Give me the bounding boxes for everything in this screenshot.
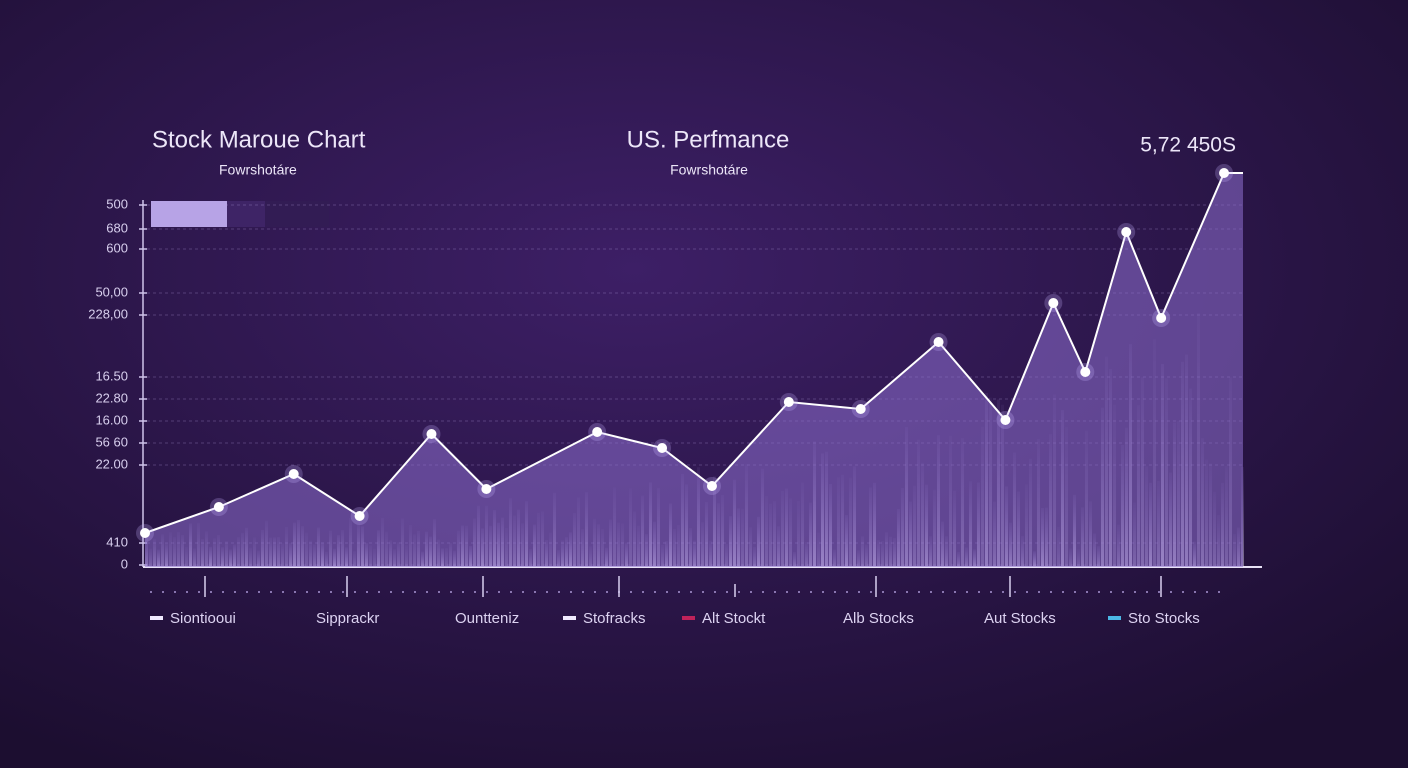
legend-label: Alb Stocks — [843, 610, 914, 627]
y-tick-label: 0 — [121, 556, 128, 571]
y-tick-label: 500 — [106, 196, 128, 211]
point — [706, 481, 717, 491]
legend-label: Sto Stocks — [1128, 610, 1200, 627]
point — [354, 511, 365, 521]
y-tick-label: 410 — [106, 534, 128, 549]
point — [481, 484, 492, 494]
center-title: US. Perfmance — [627, 126, 790, 153]
y-tick-label: 600 — [106, 240, 128, 255]
y-tick-label: 16.00 — [95, 412, 128, 427]
point — [288, 469, 299, 479]
point — [1219, 168, 1230, 178]
point — [1121, 227, 1132, 237]
dividers — [204, 576, 1162, 597]
point — [783, 397, 794, 407]
center-subtitle: Fowrshotáre — [670, 162, 748, 178]
legend-label: Alt Stockt — [702, 610, 766, 627]
point — [1000, 415, 1011, 425]
legend-swatch — [682, 616, 695, 620]
decor-bar — [265, 201, 329, 227]
y-tick-label: 228,00 — [88, 306, 128, 321]
point — [933, 337, 944, 347]
y-tick-label: 22.00 — [95, 456, 128, 471]
point — [213, 502, 224, 512]
legend-swatch — [150, 616, 163, 620]
legend-swatch — [1108, 616, 1121, 620]
chart-title: Stock Maroue Chart — [152, 126, 366, 153]
y-tick-label: 16.50 — [95, 368, 128, 383]
y-tick-label: 50,00 — [95, 284, 128, 299]
y-tick-label: 56 60 — [95, 434, 128, 449]
chart-subtitle: Fowrshotáre — [219, 162, 297, 178]
legend-label: Sipprackr — [316, 610, 379, 627]
point — [1156, 313, 1167, 323]
y-tick-label: 680 — [106, 220, 128, 235]
annotation: 5,72 450S — [1140, 134, 1236, 157]
point — [1048, 298, 1059, 308]
legend-swatch — [563, 616, 576, 620]
legend-label: Ountteniz — [455, 610, 519, 627]
area — [145, 173, 1243, 567]
legend-label: Stofracks — [583, 610, 646, 627]
point — [855, 404, 866, 414]
point — [592, 427, 603, 437]
legend-label: Siontiooui — [170, 610, 236, 627]
point — [657, 443, 668, 453]
legend-label: Aut Stocks — [984, 610, 1056, 627]
decor-bar — [151, 201, 227, 227]
line — [144, 172, 1225, 534]
y-tick-label: 22.80 — [95, 390, 128, 405]
point — [1080, 367, 1091, 377]
decor-bar — [227, 201, 265, 227]
point — [426, 429, 437, 439]
point — [140, 528, 150, 538]
